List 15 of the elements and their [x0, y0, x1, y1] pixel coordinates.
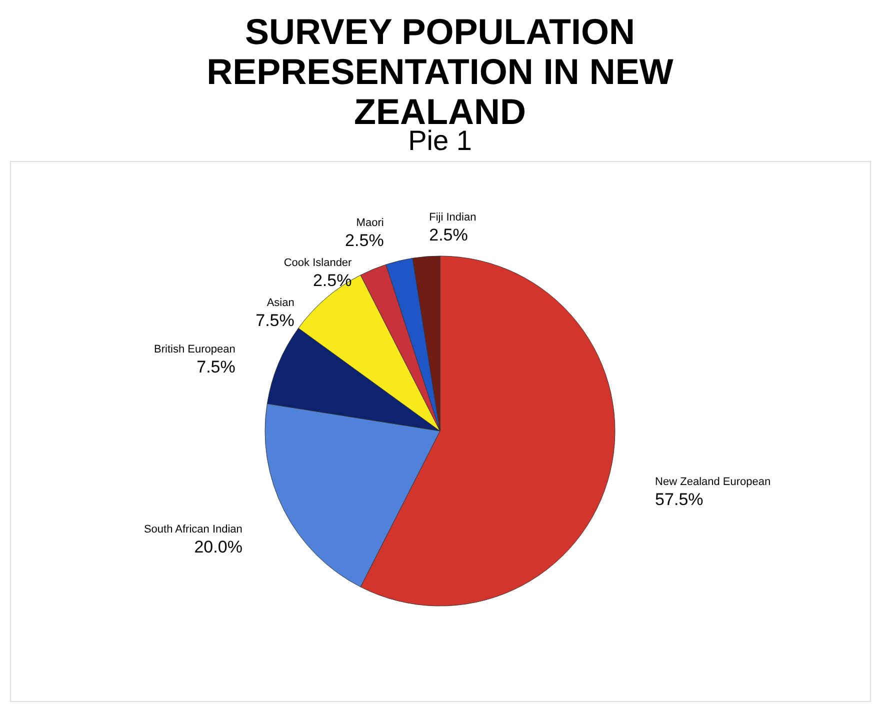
data-label: 2.5%: [429, 226, 468, 245]
data-label: 7.5%: [256, 310, 294, 330]
chart-subtitle: Pie 1: [408, 125, 472, 156]
slice-label: Asian: [266, 296, 294, 309]
slice-label: Fiji Indian: [429, 212, 476, 224]
slice-label: British European: [154, 344, 236, 356]
data-label: 2.5%: [312, 270, 352, 290]
slice-label: New Zealand European: [655, 476, 771, 488]
slice-label: Maori: [356, 216, 384, 229]
data-label: 57.5%: [655, 490, 704, 510]
data-label: 2.5%: [345, 230, 384, 250]
data-label: 7.5%: [196, 358, 236, 377]
slice-label: Cook Islander: [284, 256, 352, 269]
slice-label: South African Indian: [144, 524, 242, 536]
data-label: 20.0%: [194, 538, 242, 557]
